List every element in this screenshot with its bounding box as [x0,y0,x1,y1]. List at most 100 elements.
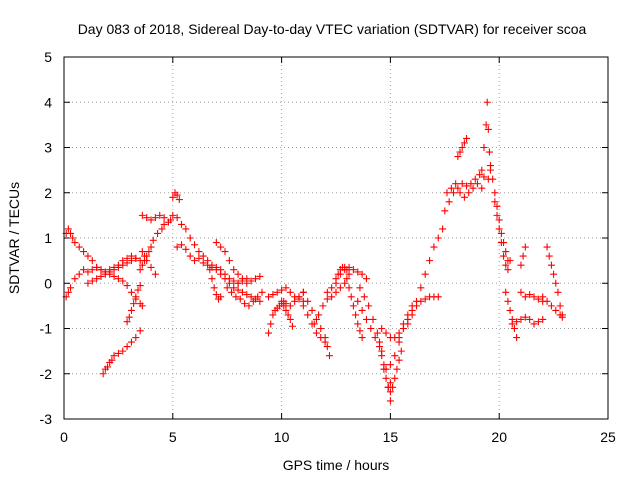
data-point [123,318,131,326]
data-point [286,315,294,323]
data-point [204,261,212,269]
data-point [169,211,177,219]
series-track-s [299,288,333,360]
data-point [114,275,122,283]
data-point [127,338,135,346]
x-axis-label: GPS time / hours [283,457,390,473]
data-point [221,275,229,283]
data-point [554,288,562,296]
data-point [93,263,101,271]
data-point [278,297,286,305]
data-point [443,189,451,197]
data-point [521,243,529,251]
data-point [119,347,127,355]
data-point [417,284,425,292]
data-point [132,293,140,301]
data-point [221,248,229,256]
data-point [138,261,146,269]
data-point [223,284,231,292]
data-point [88,277,96,285]
y-tick-label: 4 [44,94,52,110]
data-point [386,397,394,405]
data-point [343,266,351,274]
data-point [543,243,551,251]
data-point [347,293,355,301]
data-point [138,248,146,256]
data-point [404,311,412,319]
data-point [173,191,181,199]
data-point [67,284,75,292]
data-point [195,254,203,262]
data-point [510,325,518,332]
data-point [397,347,405,355]
data-point [228,288,236,296]
data-point [149,236,157,244]
data-point [497,239,505,247]
data-point [80,248,88,256]
data-point [84,279,92,287]
data-point [458,144,466,151]
data-point [482,121,490,129]
data-point [127,306,135,314]
data-point [212,239,220,247]
data-point [160,220,168,228]
data-point [556,302,564,310]
data-point [317,334,325,342]
data-point [230,284,238,292]
data-point [88,266,96,274]
data-point [356,327,364,335]
data-point [362,315,370,323]
data-point [119,261,127,269]
data-point [360,293,368,301]
data-point [145,248,153,256]
data-point [286,302,294,310]
series-track-o [234,272,264,287]
data-point [217,293,225,301]
data-point [502,248,510,256]
data-point [504,266,512,274]
data-point [249,297,257,305]
data-point [358,270,366,278]
data-point [282,284,290,292]
data-point [323,288,331,296]
data-point [408,302,416,310]
data-point [491,189,499,197]
data-point [445,198,453,206]
data-point [489,175,497,183]
data-point [225,257,233,265]
data-point [173,214,181,222]
series-track-w [332,263,353,283]
plot-frame [63,56,609,420]
data-point [123,343,131,351]
data-point [519,252,527,260]
data-point [138,302,146,310]
data-point [212,291,220,299]
data-point [552,306,560,314]
series-track-h [138,248,159,278]
data-point [349,266,357,274]
data-point [483,98,491,106]
data-point [236,295,244,303]
data-point [312,329,320,337]
data-point [456,189,464,197]
series-track-u [310,275,351,328]
data-point [67,229,75,237]
data-point [147,263,155,271]
series-track-n [223,284,266,310]
data-point [245,302,253,310]
data-point [380,365,388,373]
data-point [358,334,366,342]
data-point [460,139,468,147]
data-point [130,300,138,308]
data-point [84,268,92,276]
data-point [371,334,379,342]
data-point [234,270,242,278]
data-point [304,297,312,305]
data-point [80,266,88,274]
data-point [450,189,458,197]
data-points [62,98,566,405]
data-point [84,252,92,260]
series-track-l [206,266,225,303]
axis-ticks: 0 5 10 15 20 25 -3 -2 -1 0 1 2 3 4 5 [40,49,616,445]
series-track-b [62,263,146,310]
